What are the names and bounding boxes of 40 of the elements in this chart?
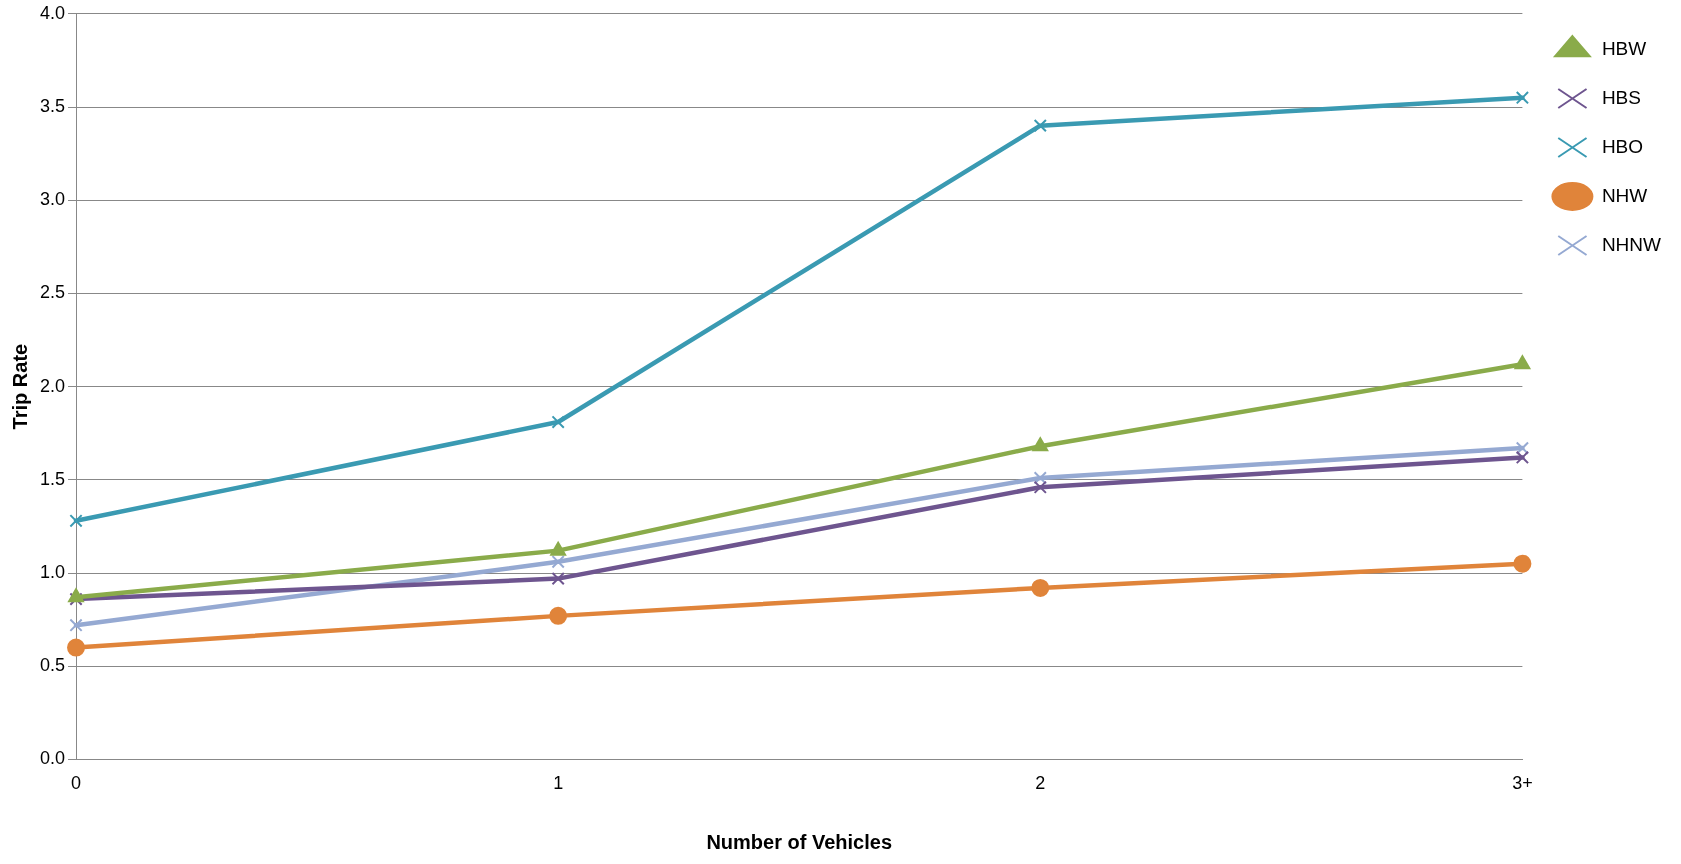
point: [551, 555, 565, 569]
y-tick-label: 2.0: [39, 375, 66, 396]
point: [69, 618, 83, 632]
point: [549, 606, 568, 625]
point: [1033, 480, 1047, 494]
x-tick-label: 1: [553, 773, 564, 794]
point: [1033, 118, 1047, 133]
y-tick-label: 0.5: [39, 655, 66, 676]
y-tick-label: 2.5: [39, 282, 66, 303]
point: [1033, 471, 1047, 485]
point: [69, 592, 83, 606]
point: [551, 415, 565, 429]
y-tick-label: 1.5: [39, 468, 66, 489]
point: [1515, 441, 1530, 455]
x-tick-label: 3+: [1512, 773, 1533, 794]
point: [551, 571, 565, 586]
point: [1031, 578, 1050, 597]
y-tick-label: 4.0: [39, 2, 66, 23]
legend-label: NHW: [1601, 184, 1648, 206]
point: [67, 638, 86, 657]
point: [1513, 554, 1532, 573]
y-axis-title: Trip Rate: [8, 343, 31, 430]
x-tick-label: 2: [1035, 773, 1046, 794]
y-tick-label: 3.5: [39, 95, 66, 116]
x-axis-title: Number of Vehicles: [706, 830, 893, 853]
point: [550, 541, 567, 556]
y-tick-label: 3.0: [39, 189, 66, 210]
legend-label: HBW: [1601, 37, 1647, 59]
point: [1514, 355, 1531, 370]
y-tick-label: 1.0: [39, 561, 66, 582]
y-tick-label: 0.0: [39, 748, 66, 769]
point: [1032, 437, 1049, 452]
point: [1515, 91, 1530, 105]
point: [68, 588, 84, 603]
legend-label: HBS: [1601, 86, 1641, 108]
legend-label: HBO: [1601, 135, 1644, 157]
x-tick-label: 0: [71, 773, 82, 794]
legend-label: NHNW: [1601, 233, 1662, 255]
point: [69, 514, 83, 528]
point: [1515, 450, 1530, 465]
